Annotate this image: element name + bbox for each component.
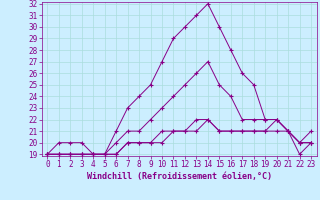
X-axis label: Windchill (Refroidissement éolien,°C): Windchill (Refroidissement éolien,°C): [87, 172, 272, 181]
